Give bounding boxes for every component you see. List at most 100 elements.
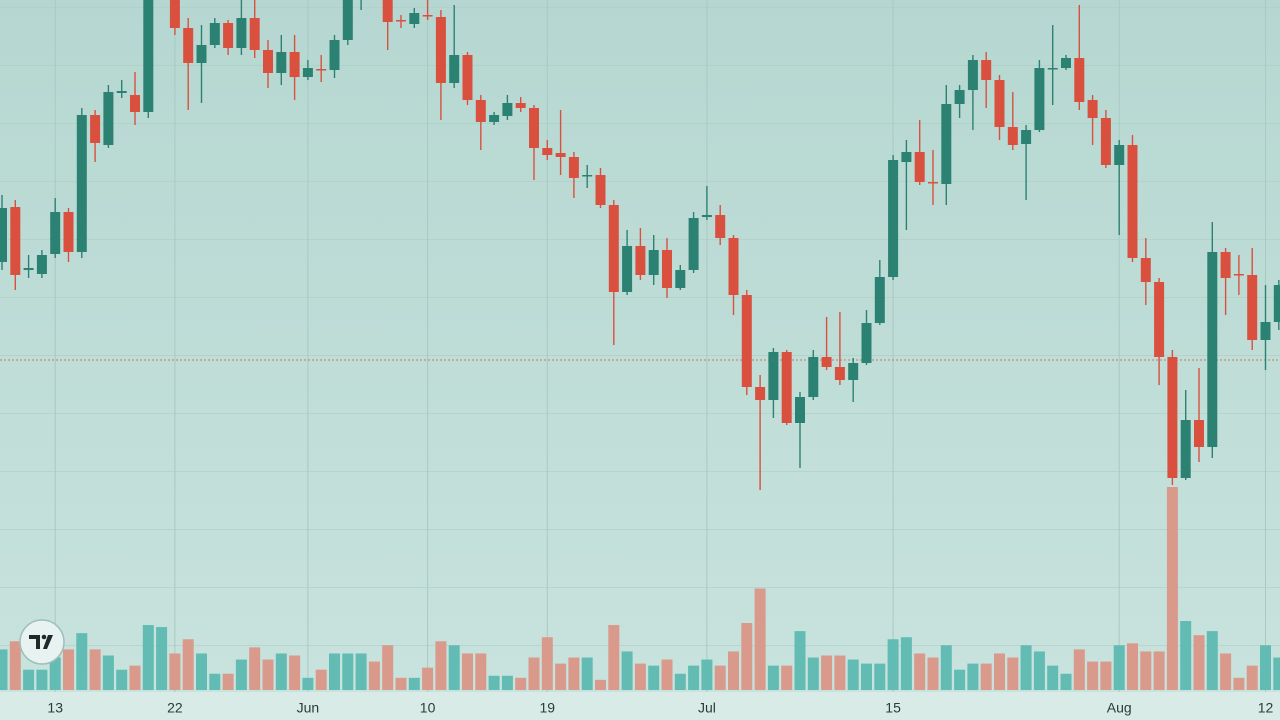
candle-body — [768, 352, 779, 400]
volume-bar — [1273, 657, 1280, 690]
candle-body — [515, 103, 526, 108]
candle-body — [116, 91, 127, 93]
volume-bar — [555, 663, 567, 690]
volume-bar — [1007, 657, 1019, 690]
volume-bar — [595, 679, 606, 690]
candle-body — [568, 157, 579, 178]
volume-bar — [940, 645, 952, 690]
candle-body — [967, 60, 978, 90]
candle-body — [90, 115, 101, 143]
volume-bar — [967, 663, 979, 690]
candle-body — [662, 250, 672, 288]
volume-bar — [1220, 653, 1232, 690]
candle-body — [1260, 322, 1271, 340]
candle-body — [489, 115, 500, 122]
volume-bar — [1033, 651, 1045, 690]
candle-body — [1061, 58, 1071, 68]
candle-body — [994, 80, 1005, 127]
volume-bar — [102, 655, 114, 690]
volume-bar — [275, 653, 287, 690]
volume-bar — [1166, 487, 1178, 690]
volume-bar — [674, 673, 686, 690]
candle-body — [808, 357, 819, 397]
volume-bar — [887, 639, 899, 690]
candle-body — [1233, 274, 1244, 276]
candle-body — [1194, 420, 1204, 447]
volume-bar — [89, 649, 101, 690]
volume-bar — [927, 657, 939, 690]
candle-body — [169, 0, 180, 28]
volume-bar — [608, 625, 620, 690]
candle-body — [888, 160, 899, 277]
volume-bar — [847, 659, 859, 690]
volume-bar — [581, 657, 593, 690]
candle-body — [435, 17, 446, 83]
volume-bar — [648, 665, 660, 690]
volume-bar — [382, 645, 394, 690]
candle-body — [196, 45, 207, 63]
volume-bar — [169, 653, 181, 690]
x-tick-label: Aug — [1107, 700, 1132, 716]
candle-body — [1167, 357, 1178, 478]
volume-bar — [781, 665, 793, 690]
volume-bar — [1140, 651, 1152, 690]
volume-bar — [501, 675, 513, 690]
volume-bar — [688, 665, 700, 690]
candle-body — [834, 367, 845, 380]
candle-body — [542, 148, 553, 155]
x-tick-label: 13 — [47, 700, 63, 716]
candle-body — [755, 387, 766, 400]
volume-bar — [209, 673, 221, 690]
volume-bar — [821, 655, 833, 690]
volume-bar — [528, 657, 540, 690]
volume-bar — [1153, 651, 1165, 690]
volume-bar — [1127, 643, 1138, 690]
volume-bar — [728, 651, 739, 690]
candle-body — [928, 182, 938, 184]
candle-body — [1140, 258, 1151, 282]
volume-bar — [422, 667, 434, 690]
candle-body — [10, 207, 21, 275]
candle-body — [608, 205, 619, 292]
volume-bar — [1073, 649, 1085, 690]
volume-bar — [1060, 673, 1072, 690]
x-tick-label: 19 — [540, 700, 556, 716]
candle-body — [249, 18, 260, 50]
volume-bar — [634, 663, 646, 690]
volume-bar — [701, 659, 713, 690]
candle-body — [63, 212, 74, 252]
volume-bar — [914, 653, 926, 690]
volume-bar — [235, 659, 247, 690]
volume-bar — [302, 677, 314, 690]
candle-body — [1034, 68, 1045, 130]
candle-body — [688, 218, 699, 270]
candle-body — [263, 50, 273, 73]
candle-body — [1007, 127, 1018, 145]
volume-bar — [794, 631, 806, 690]
volume-bar — [23, 669, 35, 690]
volume-bar — [355, 653, 367, 690]
candle-body — [555, 153, 566, 157]
volume-bar — [262, 659, 274, 690]
candle-body — [36, 255, 47, 274]
volume-bar — [76, 633, 88, 690]
candle-body — [1021, 130, 1032, 144]
candle-body — [209, 23, 220, 45]
candle-body — [502, 103, 513, 116]
candle-body — [1127, 145, 1138, 258]
volume-bar — [1087, 661, 1099, 690]
candle-body — [861, 323, 872, 363]
volume-bar — [329, 653, 340, 690]
volume-bar — [9, 641, 21, 690]
volume-bar — [435, 641, 447, 690]
candle-body — [329, 40, 340, 70]
volume-bar — [1233, 677, 1245, 690]
candle-body — [1100, 118, 1111, 165]
candle-body — [0, 208, 7, 262]
volume-bar — [142, 625, 154, 690]
volume-bar — [1113, 645, 1125, 690]
volume-bar — [1047, 665, 1059, 690]
volume-bar — [754, 588, 766, 690]
